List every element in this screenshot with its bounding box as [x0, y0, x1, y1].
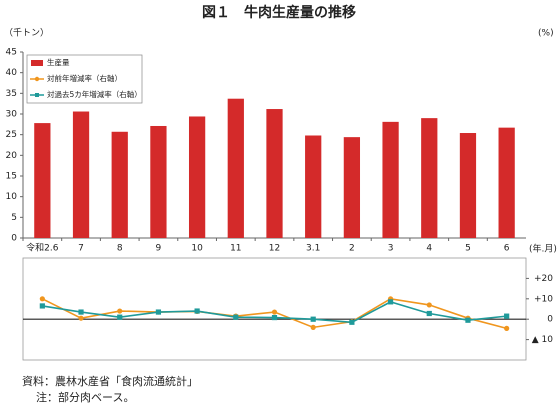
marker — [117, 314, 123, 320]
x-tick-label: 10 — [191, 244, 203, 254]
bar — [188, 116, 206, 238]
y-tick-label: 30 — [6, 110, 18, 120]
y2-tick-label: 0 — [547, 315, 553, 325]
y-tick-label: 20 — [6, 151, 18, 161]
x-tick-label: 9 — [156, 244, 162, 254]
y2-axis-label: (%) — [538, 29, 554, 39]
marker — [78, 309, 84, 315]
x-tick-label: 12 — [269, 244, 280, 254]
marker — [39, 303, 45, 309]
marker — [271, 314, 278, 321]
legend-marker — [35, 93, 39, 97]
bar — [305, 135, 322, 238]
y2-tick-label: +20 — [534, 274, 553, 284]
bar — [459, 133, 477, 238]
bar — [343, 137, 361, 238]
marker — [504, 313, 510, 319]
bar — [150, 125, 167, 238]
legend-label: 対過去5カ年増減率（右軸） — [47, 89, 142, 99]
x-tick-label: 4 — [426, 244, 432, 254]
marker — [426, 302, 432, 308]
chart-title: 図１ 牛肉生産量の推移 — [202, 4, 356, 21]
marker — [271, 309, 278, 315]
x-tick-label: 3 — [388, 244, 394, 254]
note: 注：部分肉ベース。 — [36, 390, 134, 404]
x-tick-label: 令和2.6 — [26, 242, 59, 254]
y-tick-label: 0 — [11, 234, 17, 244]
marker — [117, 308, 123, 314]
bar — [111, 131, 128, 238]
bar — [34, 123, 51, 238]
y-tick-label: 5 — [11, 213, 17, 223]
y-tick-label: 45 — [6, 48, 17, 58]
legend-label: 対前年増減率（右軸） — [47, 73, 122, 83]
y2-tick-label: ▲ 10 — [532, 335, 554, 345]
bar — [266, 109, 283, 238]
bar — [382, 121, 399, 238]
y-tick-label: 40 — [6, 68, 18, 78]
bar — [498, 127, 515, 238]
marker — [39, 296, 45, 302]
marker — [349, 319, 355, 325]
x-tick-label: 2 — [349, 244, 355, 254]
bar — [227, 98, 244, 238]
x-tick-label: 7 — [78, 244, 84, 254]
legend-marker — [34, 76, 40, 82]
marker — [194, 308, 200, 314]
lower-panel-frame — [22, 257, 527, 361]
y-tick-label: 10 — [6, 192, 18, 202]
marker — [504, 325, 510, 331]
marker — [310, 324, 316, 330]
marker — [465, 317, 471, 323]
x-tick-label: 11 — [230, 244, 241, 254]
legend-label: 生産量 — [47, 57, 70, 67]
x-tick-label: 8 — [117, 244, 123, 254]
y-tick-label: 15 — [6, 172, 17, 182]
bar — [421, 118, 438, 238]
bar — [72, 111, 90, 238]
y-axis-label: （千トン） — [4, 28, 49, 39]
legend-box — [26, 54, 143, 104]
x-tick-label: 5 — [465, 244, 471, 254]
note: 資料：農林水産省「食肉流通統計」 — [22, 374, 198, 388]
marker — [310, 316, 316, 322]
legend-swatch — [31, 60, 43, 66]
marker — [233, 314, 239, 320]
y2-tick-label: +10 — [534, 294, 553, 304]
marker — [155, 309, 162, 315]
x-axis-label: (年.月) — [529, 243, 557, 255]
x-tick-label: 6 — [504, 244, 510, 254]
marker — [78, 315, 84, 321]
y-tick-label: 25 — [6, 130, 17, 140]
y-tick-label: 35 — [6, 89, 17, 99]
x-tick-label: 3.1 — [306, 244, 320, 254]
marker — [426, 310, 432, 317]
marker — [387, 299, 394, 305]
